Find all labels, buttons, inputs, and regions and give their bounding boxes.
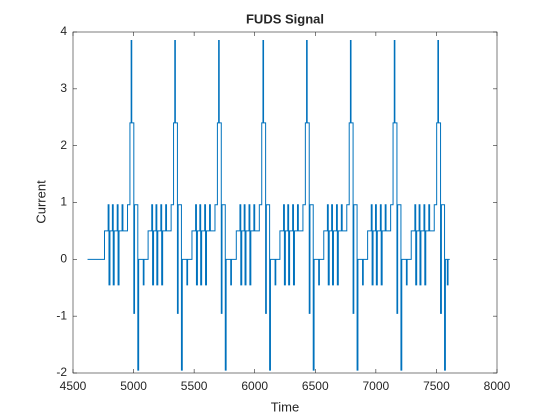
axes-box [72,31,498,374]
x-tick-label: 7000 [363,379,390,393]
chart-title: FUDS Signal [246,11,324,26]
data-line [87,40,450,371]
y-tick-label: 1 [60,195,67,209]
y-tick-label: -1 [56,308,67,322]
x-tick-label: 6500 [302,379,329,393]
y-tick-label: 4 [60,24,67,38]
y-tick-label: 0 [60,252,67,266]
y-tick-label: 2 [60,138,67,152]
x-tick-label: 6000 [241,379,268,393]
x-tick-label: 7500 [423,379,450,393]
y-tick-label: 3 [60,81,67,95]
x-tick-label: 5500 [181,379,208,393]
y-axis-label: Current [33,180,48,224]
x-tick-label: 8000 [484,379,511,393]
x-axis-label: Time [271,399,299,414]
x-tick-label: 5000 [120,379,147,393]
x-tick-label: 4500 [60,379,87,393]
y-tick-label: -2 [56,365,67,379]
